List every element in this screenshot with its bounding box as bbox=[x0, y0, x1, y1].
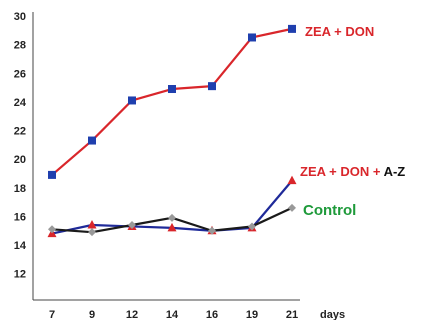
series-line-1 bbox=[51, 27, 293, 176]
y-tick-label: 18 bbox=[14, 183, 26, 195]
y-tick-labels: 12 14 16 18 20 22 24 26 28 30 bbox=[14, 11, 27, 281]
series-markers bbox=[47, 24, 297, 238]
data-point-triangle bbox=[167, 222, 177, 232]
chart-axes bbox=[32, 12, 300, 301]
y-tick-label: 26 bbox=[14, 68, 26, 80]
y-tick-label: 30 bbox=[14, 11, 26, 23]
data-point-square bbox=[128, 96, 136, 105]
x-tick-label: 14 bbox=[166, 309, 179, 320]
x-tick-label: 21 bbox=[286, 309, 298, 320]
data-point-diamond bbox=[208, 226, 216, 235]
x-unit-label: days bbox=[320, 309, 345, 320]
data-point-diamond bbox=[128, 221, 136, 230]
data-point-square bbox=[48, 170, 56, 179]
y-tick-label: 14 bbox=[14, 240, 27, 252]
y-tick-label: 22 bbox=[14, 126, 26, 138]
x-tick-label: 12 bbox=[126, 309, 138, 320]
data-point-diamond bbox=[88, 228, 96, 237]
data-point-diamond bbox=[288, 203, 296, 212]
data-point-square bbox=[248, 33, 256, 42]
series-lines bbox=[51, 27, 293, 235]
y-tick-label: 12 bbox=[14, 269, 26, 281]
label-zea-don: ZEA + DON bbox=[305, 24, 374, 39]
x-tick-label: 19 bbox=[246, 309, 258, 320]
y-tick-label: 28 bbox=[14, 40, 26, 52]
data-point-square bbox=[208, 82, 216, 91]
label-zea-don-az-prefix: ZEA + DON + bbox=[300, 164, 384, 179]
data-point-diamond bbox=[48, 225, 56, 234]
y-tick-label: 20 bbox=[14, 154, 26, 166]
x-tick-label: 9 bbox=[89, 309, 95, 320]
data-point-diamond bbox=[168, 213, 176, 222]
data-point-triangle bbox=[87, 220, 97, 229]
x-tick-labels: 7 9 12 14 16 19 21 bbox=[49, 309, 298, 320]
label-zea-don-az-suffix: A-Z bbox=[384, 164, 406, 179]
data-point-square bbox=[168, 85, 176, 94]
y-tick-label: 16 bbox=[14, 211, 26, 223]
label-control: Control bbox=[303, 202, 356, 219]
data-point-square bbox=[288, 24, 296, 33]
x-tick-label: 7 bbox=[49, 309, 55, 320]
data-point-square bbox=[88, 136, 96, 145]
y-tick-label: 24 bbox=[14, 97, 27, 109]
data-point-diamond bbox=[248, 222, 256, 231]
data-point-triangle bbox=[287, 175, 297, 185]
label-zea-don-az: ZEA + DON + A-Z bbox=[300, 164, 405, 179]
x-tick-label: 16 bbox=[206, 309, 218, 320]
